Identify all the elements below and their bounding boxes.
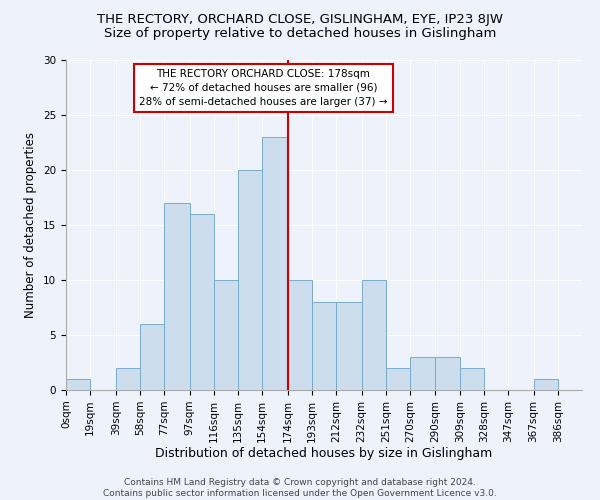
Text: Size of property relative to detached houses in Gislingham: Size of property relative to detached ho…: [104, 28, 496, 40]
Bar: [312, 302, 336, 390]
Bar: [116, 368, 140, 390]
X-axis label: Distribution of detached houses by size in Gislingham: Distribution of detached houses by size …: [155, 448, 493, 460]
Bar: [410, 357, 436, 390]
Bar: [436, 357, 460, 390]
Bar: [140, 324, 164, 390]
Bar: [336, 302, 362, 390]
Bar: [238, 170, 262, 390]
Bar: [533, 379, 558, 390]
Bar: [66, 379, 90, 390]
Bar: [164, 203, 190, 390]
Text: THE RECTORY ORCHARD CLOSE: 178sqm
← 72% of detached houses are smaller (96)
28% : THE RECTORY ORCHARD CLOSE: 178sqm ← 72% …: [139, 69, 388, 107]
Bar: [460, 368, 484, 390]
Text: Contains HM Land Registry data © Crown copyright and database right 2024.
Contai: Contains HM Land Registry data © Crown c…: [103, 478, 497, 498]
Bar: [287, 280, 312, 390]
Y-axis label: Number of detached properties: Number of detached properties: [25, 132, 37, 318]
Bar: [190, 214, 214, 390]
Bar: [214, 280, 238, 390]
Bar: [386, 368, 410, 390]
Text: THE RECTORY, ORCHARD CLOSE, GISLINGHAM, EYE, IP23 8JW: THE RECTORY, ORCHARD CLOSE, GISLINGHAM, …: [97, 12, 503, 26]
Bar: [262, 137, 287, 390]
Bar: [362, 280, 386, 390]
